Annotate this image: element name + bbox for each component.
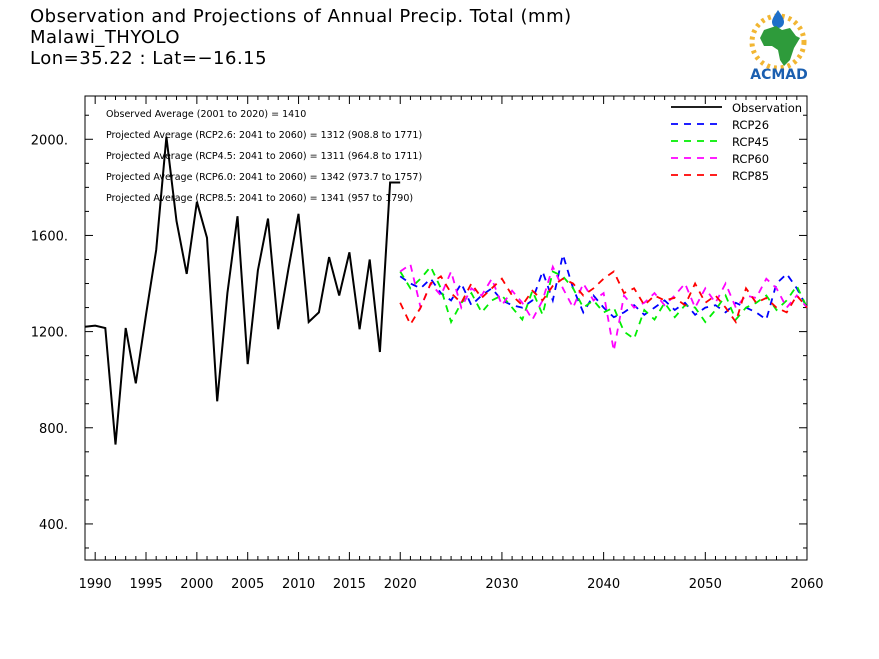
x-tick-label: 2010 <box>282 577 315 592</box>
africa-shape <box>760 26 800 66</box>
y-axis: 400. 800. 1200. 1600. 2000. <box>31 114 807 549</box>
logo-text: ACMAD <box>750 67 808 83</box>
series-layer <box>84 136 808 445</box>
plot-border <box>84 95 808 561</box>
legend-label-rcp60: RCP60 <box>732 152 769 166</box>
series-rcp60 <box>399 262 808 351</box>
x-tick-label: 2020 <box>384 577 417 592</box>
x-tick-label: 2040 <box>587 577 620 592</box>
y-tick-label: 800. <box>39 422 68 437</box>
series-observation <box>84 136 401 445</box>
x-tick-label: 2030 <box>485 577 518 592</box>
series-rcp85 <box>399 270 808 327</box>
stat-rcp45: Projected Average (RCP4.5: 2041 to 2060)… <box>106 151 422 162</box>
x-axis: 1990 1995 2000 2005 2010 2015 2020 2030 2040 2050… <box>79 96 824 592</box>
stat-observed: Observed Average (2001 to 2020) = 1410 <box>106 109 306 120</box>
legend-label-observation: Observation <box>732 101 802 115</box>
legend-label-rcp26: RCP26 <box>732 118 769 132</box>
chart-title: Observation and Projections of Annual Pr… <box>30 6 572 27</box>
x-tick-label: 1995 <box>129 577 162 592</box>
x-tick-label: 2060 <box>790 577 823 592</box>
series-rcp45 <box>399 265 808 341</box>
plot-frame <box>84 95 808 561</box>
x-tick-label: 2005 <box>231 577 264 592</box>
legend-label-rcp85: RCP85 <box>732 169 769 183</box>
africa-logo-icon: ACMAD <box>749 10 808 83</box>
y-tick-label: 1200. <box>31 326 68 341</box>
water-drop <box>772 10 784 28</box>
series-rcp26 <box>399 251 808 322</box>
legend: Observation RCP26 RCP45 RCP60 RCP85 <box>671 101 802 183</box>
legend-label-rcp45: RCP45 <box>732 135 769 149</box>
coordinates-label: Lon=35.22 : Lat=−16.15 <box>30 48 268 69</box>
stats-annotations: Observed Average (2001 to 2020) = 1410 P… <box>106 109 422 204</box>
y-tick-label: 400. <box>39 518 68 533</box>
chart-title-block: Observation and Projections of Annual Pr… <box>30 6 572 69</box>
x-tick-label: 2000 <box>180 577 213 592</box>
stat-rcp85: Projected Average (RCP8.5: 2041 to 2060)… <box>106 193 413 204</box>
stat-rcp26: Projected Average (RCP2.6: 2041 to 2060)… <box>106 130 422 141</box>
x-tick-label: 1990 <box>79 577 112 592</box>
stat-rcp60: Projected Average (RCP6.0: 2041 to 2060)… <box>106 172 422 183</box>
x-tick-label: 2015 <box>333 577 366 592</box>
x-tick-label: 2050 <box>689 577 722 592</box>
location-label: Malawi_THYOLO <box>30 27 181 48</box>
y-tick-label: 2000. <box>31 133 68 148</box>
y-tick-label: 1600. <box>31 229 68 244</box>
